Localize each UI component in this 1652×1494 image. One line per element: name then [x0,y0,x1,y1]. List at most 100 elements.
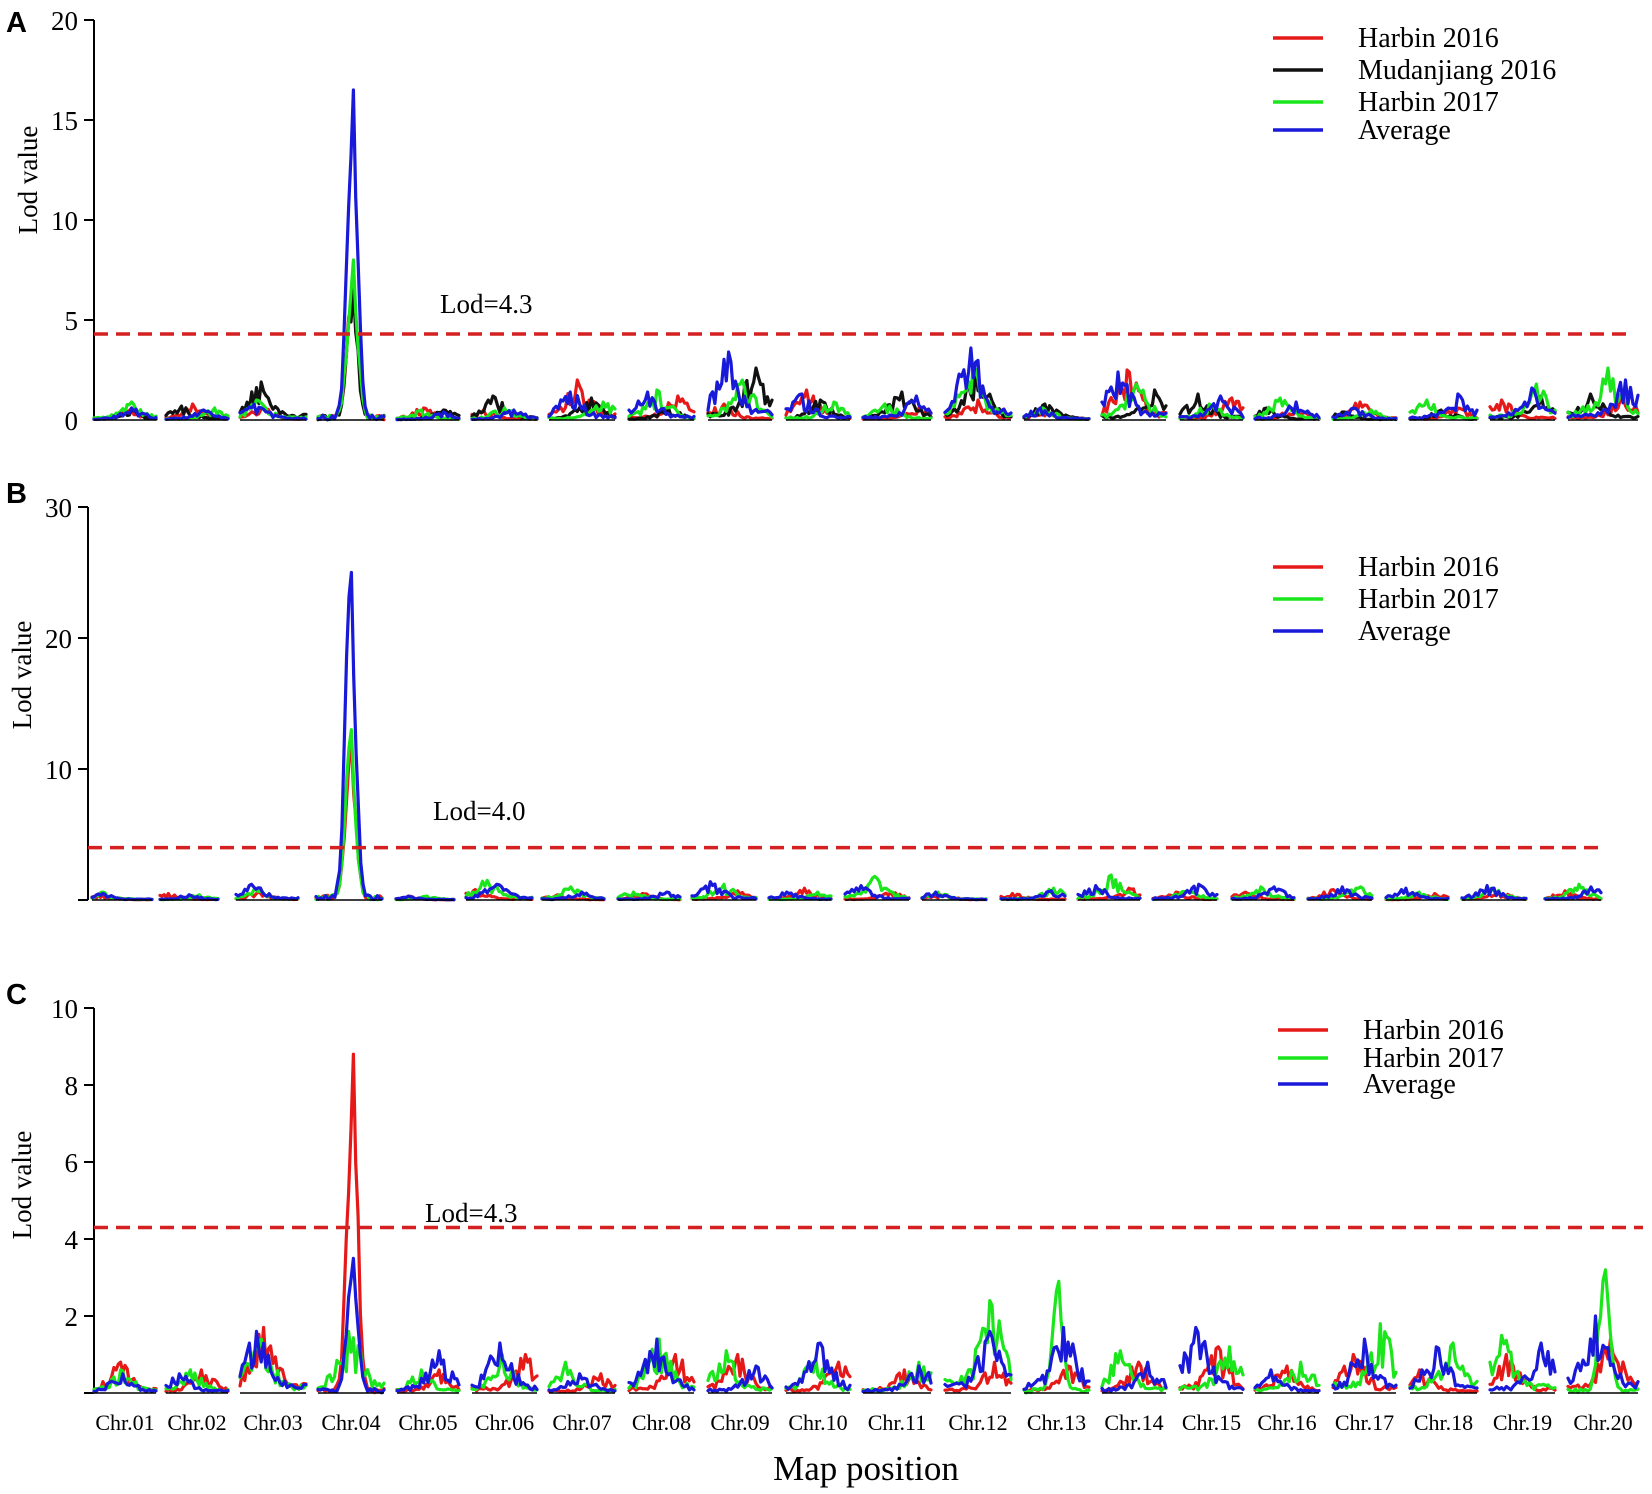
y-tick-label: 8 [65,1071,79,1101]
series-trace-harbin-2017-chr16 [1230,885,1296,901]
series-trace-average-chr5 [395,1349,461,1393]
x-tick-label: Chr.04 [321,1410,380,1435]
legend-entry: Harbin 2017 [1363,1043,1504,1074]
x-tick-label: Chr.17 [1335,1410,1394,1435]
series-trace-average-chr9 [706,1364,774,1393]
y-ticks-b: 10 20 30 [45,493,88,901]
series-trace-average-chr9 [706,350,774,417]
series-group-c [92,1052,1640,1395]
series-trace-average-chr10 [784,1341,852,1392]
series-trace-average-chr2 [164,1372,230,1394]
series-trace-harbin-2017-chr20 [1566,1268,1640,1395]
series-trace-average-chr20 [1566,1314,1640,1390]
series-trace-average-chr15 [1178,394,1245,420]
series-trace-average-chr7 [547,1372,617,1394]
series-trace-harbin-2016-chr10 [784,1360,852,1393]
y-tick-label: 15 [51,106,78,136]
y-tick-label: 6 [65,1148,79,1178]
series-trace-average-chr12 [943,1329,1013,1389]
series-trace-harbin-2017-chr12 [943,1298,1013,1386]
series-trace-harbin-2016-chr19 [1488,398,1557,421]
series-trace-harbin-2017-chr4 [316,258,386,422]
series-trace-average-chr6 [470,1341,539,1392]
series-trace-average-chr11 [861,394,933,421]
series-trace-average-chr19 [1460,883,1528,901]
panel-letter-b: B [6,478,27,510]
x-tick-label: Chr.09 [710,1410,769,1435]
y-tick-label: 4 [65,1225,79,1255]
legend-entry: Harbin 2016 [1358,552,1499,583]
series-trace-average-chr4 [316,88,386,422]
panel-letter-a: A [6,7,27,39]
series-trace-average-chr14 [1100,370,1168,418]
x-tick-label: Chr.06 [475,1410,534,1435]
x-tick-label: Chr.16 [1257,1410,1316,1435]
series-trace-harbin-2017-chr16 [1253,1360,1321,1393]
legend-entry: Harbin 2017 [1358,584,1499,615]
series-trace-average-chr14 [1076,883,1142,901]
series-trace-harbin-2017-chr19 [1488,382,1557,420]
x-tick-label: Chr.02 [167,1410,226,1435]
y-tick-label: 10 [51,994,78,1024]
series-trace-harbin-2017-chr4 [314,728,384,902]
series-trace-harbin-2016-chr6 [470,1352,539,1393]
y-axis-label-c: Lod value [7,1131,37,1240]
y-ticks-c: 2 4 6 8 10 [51,994,94,1394]
series-group-a [92,88,1640,422]
series-trace-average-chr3 [234,882,300,901]
series-trace-average-chr3 [238,402,308,421]
series-trace-average-chr18 [1384,886,1450,901]
series-trace-average-chr10 [784,392,852,420]
series-trace-average-chr19 [1488,386,1557,419]
series-trace-average-chr16 [1253,400,1321,421]
series-trace-harbin-2016-chr19 [1488,1352,1557,1393]
series-trace-average-chr1 [92,406,158,421]
series-trace-harbin-2017-chr4 [316,1329,386,1390]
x-axis-label: Map position [773,1449,959,1488]
series-trace-harbin-2017-chr16 [1253,396,1321,421]
series-trace-harbin-2016-chr16 [1253,1364,1321,1393]
threshold-label-a: Lod=4.3 [440,289,532,319]
panel-a: A Lod value 0 5 10 15 20 Lod=4.3 Harbin 2016… [6,6,1640,436]
series-trace-harbin-2017-chr11 [861,402,933,421]
series-trace-average-chr4 [316,1256,386,1395]
x-tick-label: Chr.12 [948,1410,1007,1435]
series-trace-average-chr2 [164,408,230,421]
series-trace-average-chr13 [1022,406,1091,421]
series-trace-harbin-2017-chr14 [1076,873,1142,901]
series-trace-average-chr4 [314,570,384,902]
y-tick-label: 5 [65,306,79,336]
series-trace-average-chr6 [470,408,539,421]
series-trace-average-chr15 [1178,1325,1245,1392]
series-trace-harbin-2016-chr20 [1566,1337,1640,1391]
y-tick-label: 0 [65,406,79,436]
panel-b: B Lod value 10 20 30 Lod=4.0 Harbin 2016Ha… [6,478,1603,902]
series-trace-average-chr17 [1331,1337,1398,1391]
series-trace-average-chr2 [158,893,220,902]
x-tick-label: Chr.19 [1493,1410,1552,1435]
x-tick-label: Chr.11 [868,1410,926,1435]
series-trace-harbin-2017-chr18 [1408,398,1479,421]
series-trace-average-chr3 [238,1329,308,1391]
series-trace-average-chr16 [1253,1368,1321,1393]
x-tick-labels: Chr.01 Chr.02 Chr.03 Chr.04 Chr.05 Chr.06 Chr.… [95,1410,1632,1435]
y-tick-label: 10 [45,755,72,785]
series-trace-average-chr1 [92,1372,158,1394]
series-trace-harbin-2016-chr12 [943,1360,1013,1393]
legend-entry: Harbin 2016 [1358,23,1499,54]
x-tick-label: Chr.20 [1573,1410,1632,1435]
series-trace-average-chr20 [1543,885,1603,901]
x-tick-label: Chr.10 [788,1410,847,1435]
x-tick-label: Chr.14 [1104,1410,1163,1435]
y-tick-label: 30 [45,493,72,523]
y-tick-label: 20 [51,6,78,36]
series-trace-average-chr20 [1566,378,1640,420]
series-trace-average-chr8 [627,390,696,421]
threshold-label-b: Lod=4.0 [433,796,525,826]
legend-entry: Harbin 2017 [1358,87,1499,118]
panel-letter-c: C [6,979,27,1011]
series-group-b [90,570,1603,902]
